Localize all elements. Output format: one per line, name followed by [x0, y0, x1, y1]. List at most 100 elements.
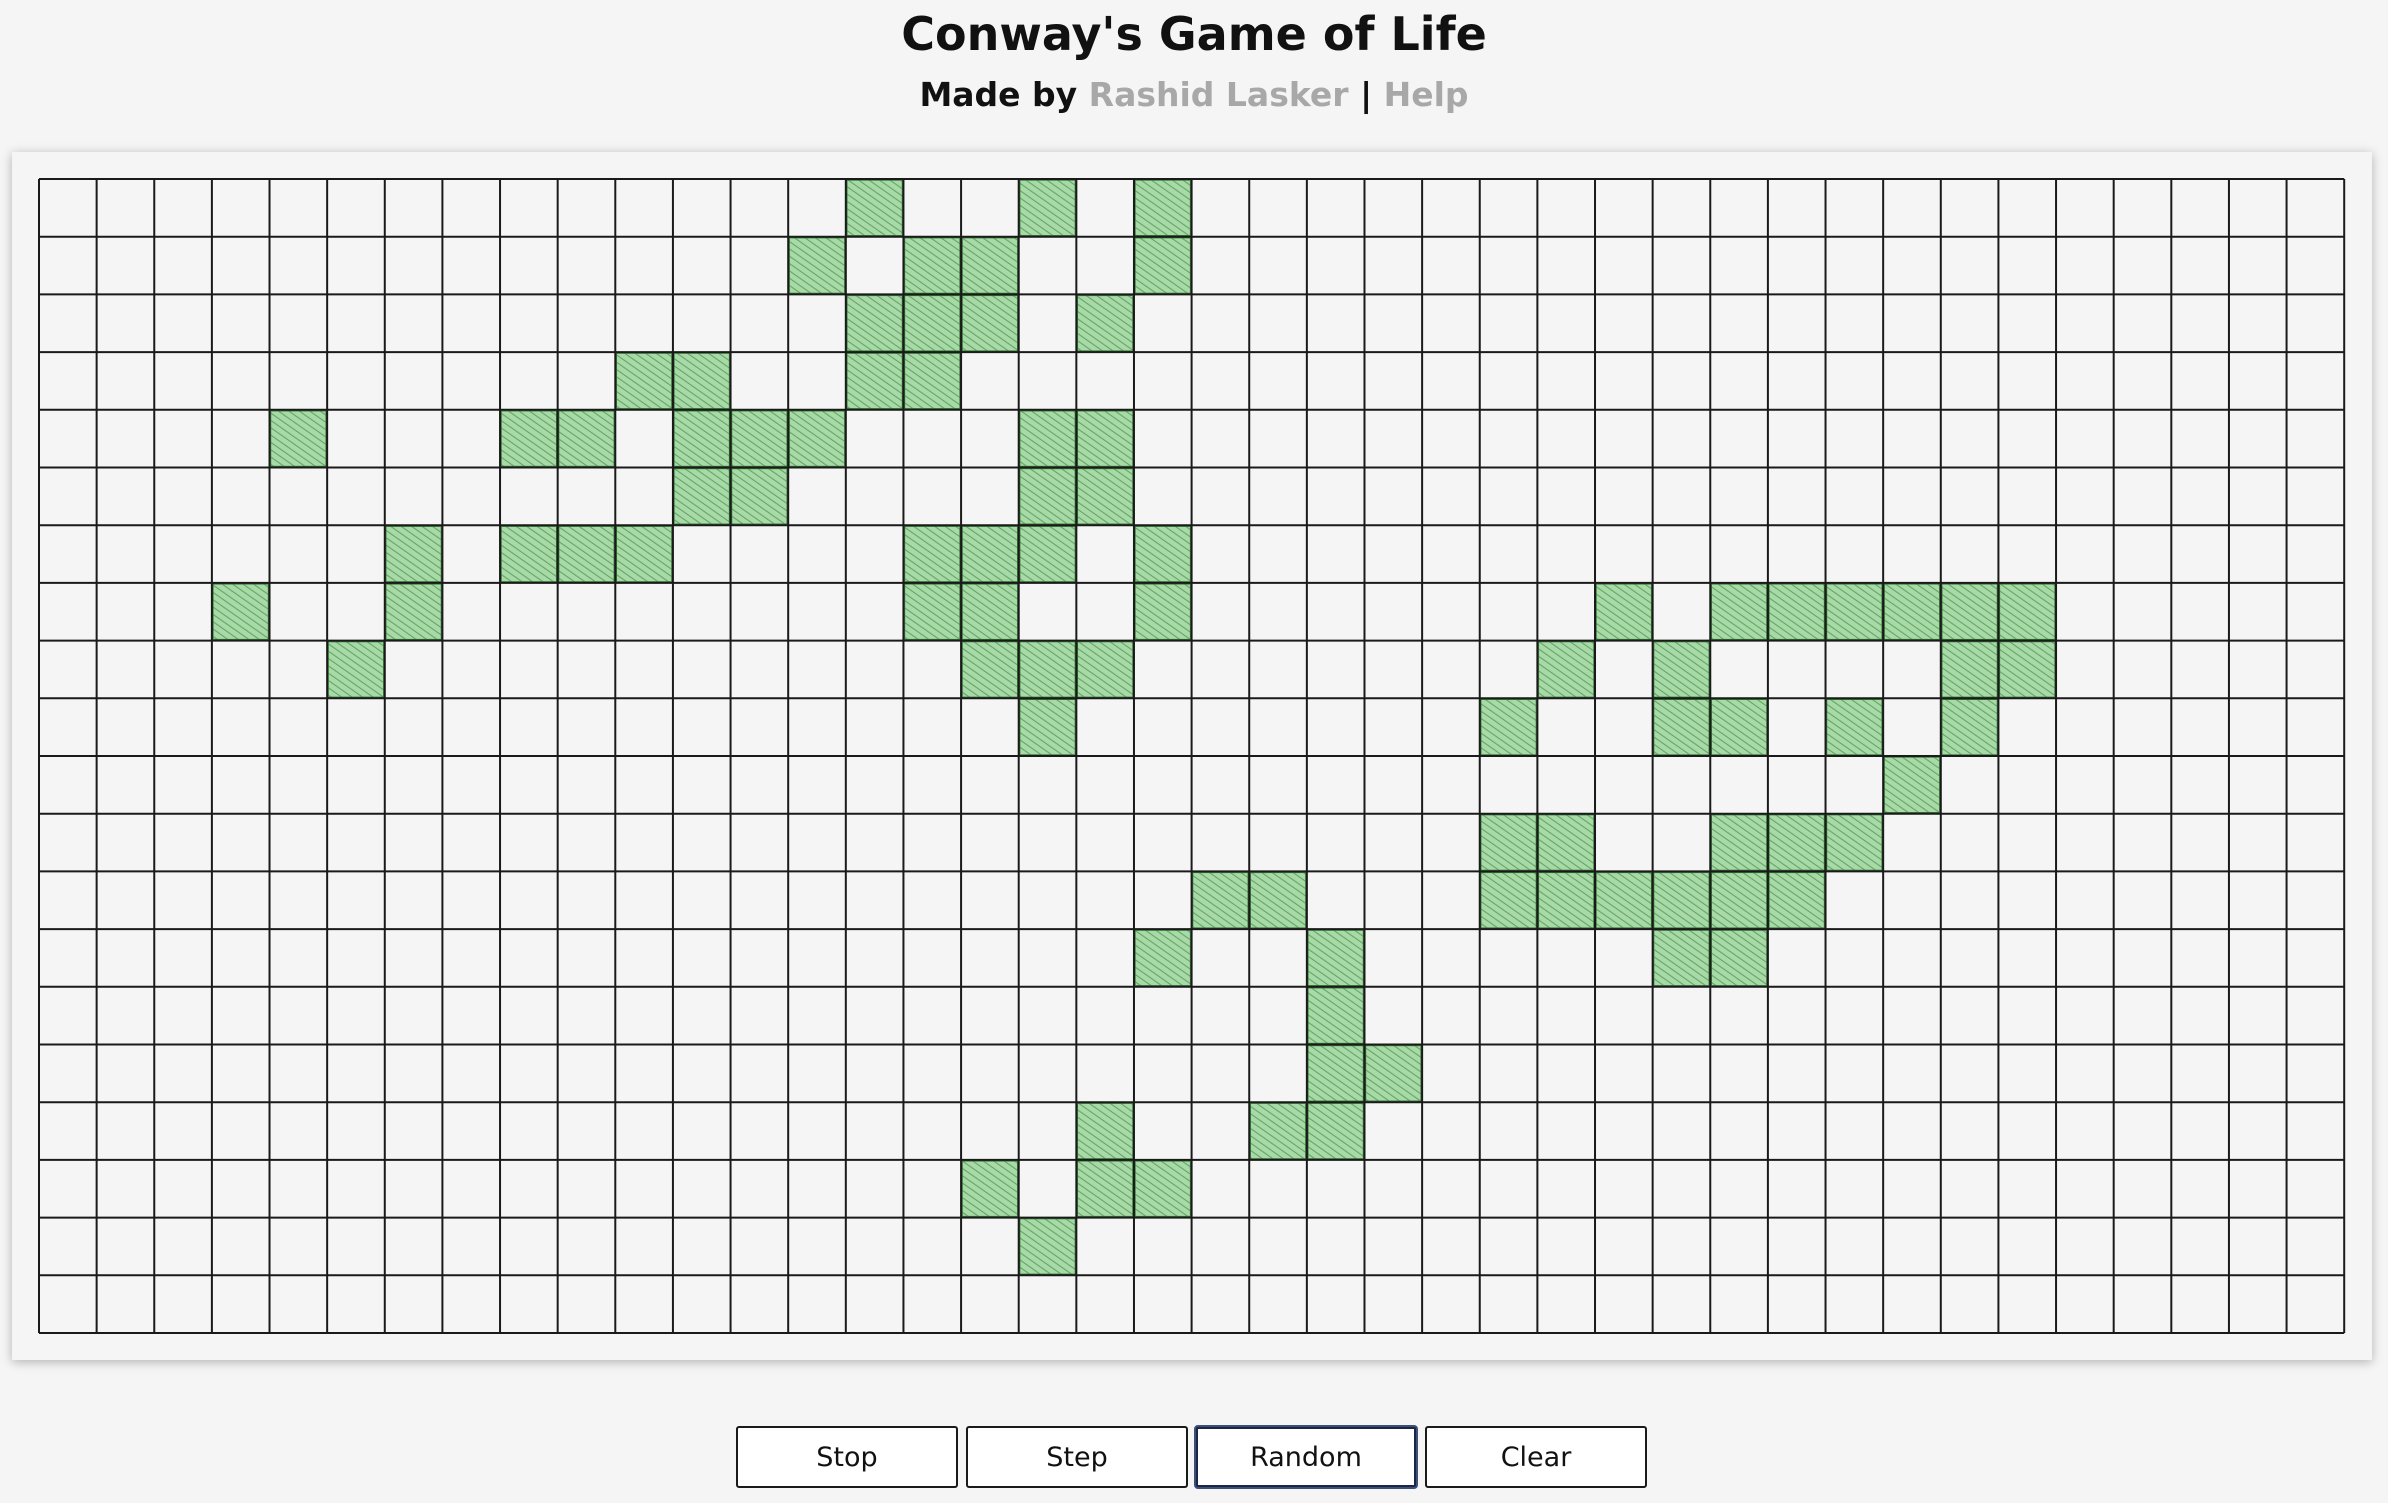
live-cell[interactable]	[846, 179, 904, 237]
live-cell[interactable]	[1941, 698, 1999, 756]
live-cell[interactable]	[500, 410, 558, 468]
live-cell[interactable]	[1941, 640, 1999, 699]
help-link[interactable]: Help	[1383, 75, 1469, 114]
live-cell[interactable]	[961, 1160, 1019, 1218]
live-cell[interactable]	[1537, 871, 1595, 929]
live-cell[interactable]	[1537, 814, 1595, 872]
live-cell[interactable]	[903, 525, 961, 583]
live-cell[interactable]	[1825, 583, 1883, 641]
live-cell[interactable]	[1019, 179, 1077, 237]
live-cell[interactable]	[961, 236, 1019, 295]
live-cell[interactable]	[385, 525, 443, 583]
live-cell[interactable]	[903, 236, 961, 295]
stop-button[interactable]: Stop	[736, 1426, 958, 1488]
live-cell[interactable]	[961, 640, 1019, 699]
live-cell[interactable]	[1825, 814, 1883, 872]
live-cell[interactable]	[1076, 467, 1134, 525]
live-cell[interactable]	[212, 583, 270, 641]
live-cell[interactable]	[1076, 1160, 1134, 1218]
live-cell[interactable]	[615, 525, 673, 583]
live-cell[interactable]	[327, 640, 385, 699]
live-cell[interactable]	[846, 352, 904, 410]
live-cell[interactable]	[557, 525, 615, 583]
live-cell[interactable]	[1652, 871, 1710, 929]
separator: |	[1348, 75, 1384, 114]
live-cell[interactable]	[1825, 698, 1883, 756]
live-cell[interactable]	[961, 583, 1019, 641]
live-cell[interactable]	[961, 525, 1019, 583]
live-cell[interactable]	[961, 294, 1019, 352]
live-cell[interactable]	[1768, 814, 1826, 872]
live-cell[interactable]	[1768, 583, 1826, 641]
live-cell[interactable]	[788, 236, 846, 295]
live-cell[interactable]	[1134, 525, 1192, 583]
live-cell[interactable]	[1768, 871, 1826, 929]
live-cell[interactable]	[1710, 583, 1768, 641]
live-cell[interactable]	[557, 410, 615, 468]
live-cell[interactable]	[1595, 583, 1653, 641]
page-title: Conway's Game of Life	[901, 7, 1487, 61]
live-cell[interactable]	[1480, 814, 1538, 872]
step-button[interactable]: Step	[966, 1426, 1188, 1488]
live-cell[interactable]	[1019, 525, 1077, 583]
live-cell[interactable]	[1998, 583, 2056, 641]
game-grid[interactable]	[12, 152, 2372, 1360]
live-cell[interactable]	[1019, 467, 1077, 525]
live-cell[interactable]	[1307, 1102, 1365, 1160]
live-cell[interactable]	[730, 467, 788, 525]
live-cell[interactable]	[615, 352, 673, 410]
live-cell[interactable]	[1307, 987, 1365, 1045]
live-cell[interactable]	[730, 410, 788, 468]
live-cell[interactable]	[1076, 1102, 1134, 1160]
live-cell[interactable]	[1019, 1217, 1077, 1275]
live-cell[interactable]	[673, 467, 731, 525]
live-cell[interactable]	[1019, 698, 1077, 756]
live-cell[interactable]	[1537, 640, 1595, 699]
live-cell[interactable]	[1076, 294, 1134, 352]
live-cell[interactable]	[500, 525, 558, 583]
controls-bar: Stop Step Random Clear	[0, 1425, 2388, 1489]
live-cell[interactable]	[903, 352, 961, 410]
live-cell[interactable]	[673, 352, 731, 410]
live-cell[interactable]	[1710, 698, 1768, 756]
live-cell[interactable]	[1710, 814, 1768, 872]
live-cell[interactable]	[1019, 410, 1077, 468]
live-cell[interactable]	[1652, 640, 1710, 699]
live-cell[interactable]	[1191, 871, 1249, 929]
live-cell[interactable]	[1019, 640, 1077, 699]
live-cell[interactable]	[1595, 871, 1653, 929]
live-cell[interactable]	[1076, 640, 1134, 699]
live-cell[interactable]	[1134, 929, 1192, 987]
live-cell[interactable]	[788, 410, 846, 468]
live-cell[interactable]	[1941, 583, 1999, 641]
live-cell[interactable]	[1307, 929, 1365, 987]
live-cell[interactable]	[385, 583, 443, 641]
game-board-panel	[12, 152, 2372, 1360]
live-cell[interactable]	[1883, 756, 1941, 814]
live-cell[interactable]	[903, 583, 961, 641]
live-cell[interactable]	[1076, 410, 1134, 468]
live-cell[interactable]	[1249, 1102, 1307, 1160]
live-cell[interactable]	[846, 294, 904, 352]
live-cell[interactable]	[1998, 640, 2056, 699]
live-cell[interactable]	[1307, 1044, 1365, 1102]
live-cell[interactable]	[1134, 583, 1192, 641]
live-cell[interactable]	[269, 410, 327, 468]
live-cell[interactable]	[1652, 698, 1710, 756]
live-cell[interactable]	[1134, 179, 1192, 237]
live-cell[interactable]	[1134, 236, 1192, 295]
live-cell[interactable]	[1883, 583, 1941, 641]
live-cell[interactable]	[1710, 929, 1768, 987]
live-cell[interactable]	[1710, 871, 1768, 929]
live-cell[interactable]	[1480, 698, 1538, 756]
live-cell[interactable]	[1249, 871, 1307, 929]
live-cell[interactable]	[1480, 871, 1538, 929]
clear-button[interactable]: Clear	[1425, 1426, 1647, 1488]
author-link[interactable]: Rashid Lasker	[1088, 75, 1349, 114]
live-cell[interactable]	[1134, 1160, 1192, 1218]
live-cell[interactable]	[673, 410, 731, 468]
live-cell[interactable]	[1364, 1044, 1422, 1102]
random-button[interactable]: Random	[1194, 1425, 1418, 1489]
live-cell[interactable]	[903, 294, 961, 352]
live-cell[interactable]	[1652, 929, 1710, 987]
